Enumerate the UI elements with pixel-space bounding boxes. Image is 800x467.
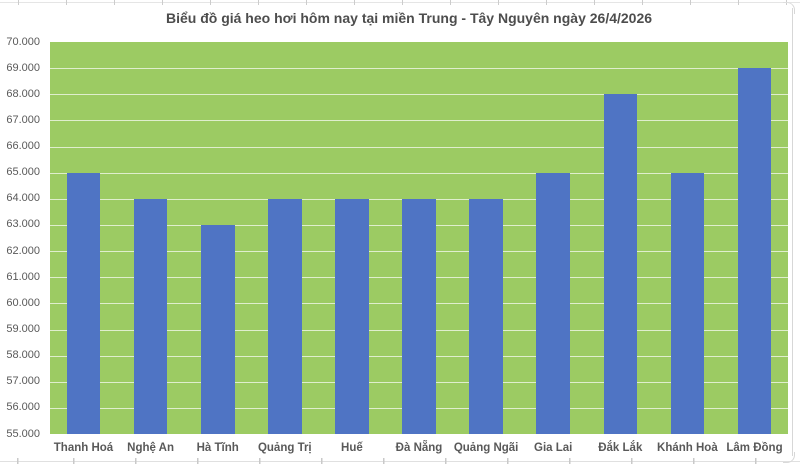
y-axis-label: 61.000 xyxy=(6,270,40,283)
y-axis-label: 64.000 xyxy=(6,192,40,205)
bar-1 xyxy=(66,172,101,434)
y-axis-label: 68.000 xyxy=(6,87,40,100)
y-axis-label: 56.000 xyxy=(6,401,40,414)
x-axis-label: Gia Lai xyxy=(534,442,573,454)
y-axis-label: 57.000 xyxy=(6,375,40,388)
x-axis-label: Nghệ An xyxy=(127,442,175,454)
bar-5 xyxy=(335,198,369,434)
y-axis-label: 67.000 xyxy=(6,113,40,126)
bar-2 xyxy=(133,198,168,434)
window-corner-top-right xyxy=(783,2,795,14)
gridline xyxy=(50,172,788,174)
chart-title: Biểu đồ giá heo hơi hôm nay tại miền Tru… xyxy=(165,10,653,26)
bar-7 xyxy=(469,198,503,434)
x-axis-label: Lâm Đồng xyxy=(726,442,783,454)
bar-6 xyxy=(402,198,436,434)
x-axis-label: Đắk Lắk xyxy=(598,442,643,454)
bar-3 xyxy=(201,224,235,434)
x-axis-label: Khánh Hoà xyxy=(657,442,718,454)
gridline xyxy=(50,94,788,96)
x-axis-label: Quảng Ngãi xyxy=(453,442,519,454)
y-axis-label: 62.000 xyxy=(6,244,40,257)
x-axis-label: Thanh Hoá xyxy=(53,442,114,454)
bottom-edge-ticks xyxy=(0,458,800,464)
window-corner-bottom-right xyxy=(783,452,795,463)
bar-10 xyxy=(670,172,705,434)
y-axis-label: 59.000 xyxy=(6,323,40,335)
y-axis-label: 55.000 xyxy=(6,427,40,440)
y-axis-label: 58.000 xyxy=(6,349,40,362)
bar-4 xyxy=(268,198,302,434)
gridline xyxy=(50,120,788,122)
bar-8 xyxy=(536,172,570,434)
x-axis-label: Quảng Trị xyxy=(257,442,312,454)
y-axis-label: 70.000 xyxy=(6,35,40,48)
plot-area xyxy=(50,42,788,434)
x-axis-label: Huế xyxy=(341,442,363,454)
top-edge-ticks xyxy=(0,0,800,5)
bar-11 xyxy=(737,68,772,434)
y-axis-label: 63.000 xyxy=(6,218,40,231)
gridline xyxy=(50,68,788,70)
y-axis-label: 69.000 xyxy=(6,61,40,74)
y-axis-label: 65.000 xyxy=(6,166,40,179)
bar-9 xyxy=(603,94,637,434)
x-axis-label: Đà Nẵng xyxy=(395,442,443,454)
y-axis-label: 60.000 xyxy=(6,296,40,309)
gridline xyxy=(50,146,788,148)
y-axis-label: 66.000 xyxy=(6,140,40,152)
right-edge-border xyxy=(792,8,793,456)
x-axis-label: Hà Tĩnh xyxy=(196,442,239,454)
